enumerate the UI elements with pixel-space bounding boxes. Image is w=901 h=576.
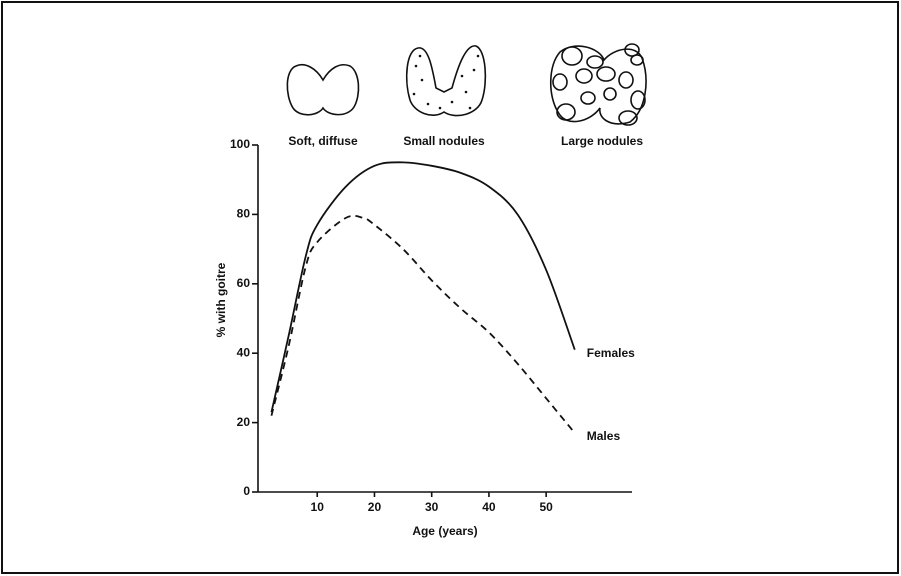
annotation: Soft, diffuse [288,134,358,148]
y-axis-title: % with goitre [214,262,228,337]
annotation: Small nodules [403,134,485,148]
series-label: Males [587,429,621,443]
y-tick-label: 60 [237,276,251,290]
x-tick-label: 50 [539,500,553,514]
y-tick-label: 80 [237,207,251,221]
series-label: Females [587,346,635,360]
x-tick-label: 30 [425,500,439,514]
icon-dots [412,54,480,110]
icon-small-nodules [405,45,487,117]
x-axis-title: Age (years) [412,524,477,538]
y-tick-label: 0 [243,484,250,498]
line-series [270,161,576,413]
x-tick-label: 40 [482,500,496,514]
y-tick-label: 100 [230,137,250,151]
annotation: Large nodules [561,134,643,148]
y-tick-label: 40 [237,345,251,359]
icon-large-nodules [549,43,647,126]
x-tick-label: 20 [368,500,382,514]
y-tick-label: 20 [237,415,251,429]
line-series [270,214,576,434]
icon-soft-diffuse [286,64,360,116]
x-tick-label: 10 [311,500,325,514]
